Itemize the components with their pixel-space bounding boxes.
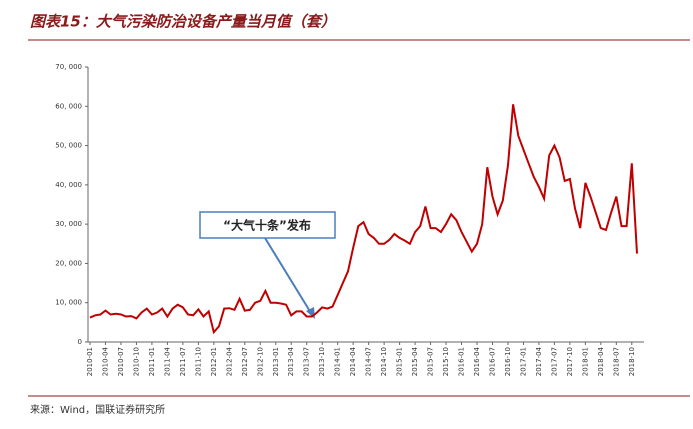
y-tick-label: 40, 000 bbox=[55, 181, 82, 189]
x-tick-label: 2018-01 bbox=[581, 347, 589, 376]
x-tick-label: 2012-01 bbox=[210, 347, 218, 376]
x-tick-label: 2010-07 bbox=[117, 347, 125, 376]
x-tick-label: 2014-10 bbox=[380, 347, 388, 376]
x-tick-label: 2018-10 bbox=[628, 347, 636, 376]
x-tick-label: 2013-10 bbox=[318, 347, 326, 376]
x-tick-label: 2012-07 bbox=[241, 347, 249, 376]
x-tick-label: 2014-01 bbox=[334, 347, 342, 376]
x-tick-label: 2015-07 bbox=[427, 347, 435, 376]
y-tick-label: 0 bbox=[78, 338, 82, 346]
x-tick-label: 2011-07 bbox=[179, 347, 187, 376]
y-tick-label: 10, 000 bbox=[55, 299, 82, 307]
annotation-arrow bbox=[264, 237, 312, 314]
x-tick-label: 2015-01 bbox=[396, 347, 404, 376]
x-tick-label: 2010-04 bbox=[101, 346, 109, 376]
y-tick-label: 20, 000 bbox=[55, 259, 82, 267]
x-tick-label: 2011-01 bbox=[148, 347, 156, 376]
x-tick-label: 2017-10 bbox=[566, 347, 574, 376]
x-tick-label: 2017-07 bbox=[550, 347, 558, 376]
data-line bbox=[89, 104, 638, 335]
chart-title: 图表15：大气污染防治设备产量当月值（套） bbox=[30, 13, 336, 31]
x-tick-label: 2015-10 bbox=[442, 347, 450, 376]
y-tick-label: 50, 000 bbox=[55, 142, 82, 150]
annotation-box bbox=[199, 211, 336, 239]
y-tick-label: 70, 000 bbox=[55, 63, 82, 71]
y-tick-label: 60, 000 bbox=[55, 102, 82, 110]
x-tick-label: 2013-07 bbox=[303, 347, 311, 376]
x-tick-label: 2015-04 bbox=[411, 346, 419, 376]
x-tick-label: 2017-01 bbox=[519, 347, 527, 376]
x-tick-label: 2017-04 bbox=[535, 346, 543, 376]
x-tick-label: 2011-04 bbox=[163, 346, 171, 376]
x-tick-label: 2013-04 bbox=[287, 346, 295, 376]
x-tick-label: 2010-01 bbox=[86, 347, 94, 376]
x-tick-label: 2016-04 bbox=[473, 346, 481, 376]
source: 来源：Wind，国联证券研究所 bbox=[30, 403, 165, 416]
x-tick-label: 2014-07 bbox=[365, 347, 373, 376]
x-tick-label: 2012-10 bbox=[256, 347, 264, 376]
x-tick-label: 2016-10 bbox=[504, 347, 512, 376]
x-tick-label: 2011-10 bbox=[194, 347, 202, 376]
y-tick-label: 30, 000 bbox=[55, 220, 82, 228]
x-tick-label: 2012-04 bbox=[225, 346, 233, 376]
x-tick-label: 2010-10 bbox=[132, 347, 140, 376]
x-tick-label: 2014-04 bbox=[349, 346, 357, 376]
x-tick-label: 2018-04 bbox=[597, 346, 605, 376]
x-tick-label: 2016-01 bbox=[458, 347, 466, 376]
x-tick-label: 2013-01 bbox=[272, 347, 280, 376]
x-tick-label: 2018-07 bbox=[612, 347, 620, 376]
annotation: “大气十条”发布 bbox=[223, 218, 311, 233]
x-tick-label: 2016-07 bbox=[488, 347, 496, 376]
